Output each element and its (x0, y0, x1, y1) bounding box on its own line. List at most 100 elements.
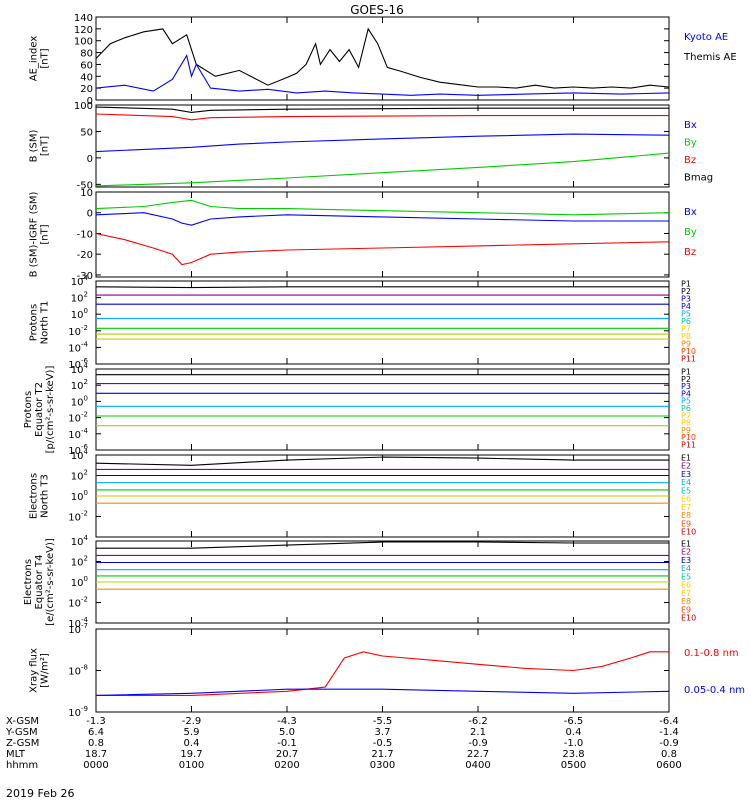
y-tick-label: 10-9 (68, 705, 88, 719)
legend-bz: Bz (684, 247, 696, 258)
panel-frame (95, 628, 670, 713)
y-axis-label: Protons (23, 391, 34, 428)
series-p1 (95, 286, 669, 289)
legend-p7: P7 (681, 411, 691, 420)
y-tick-exponent: 0 (84, 307, 88, 315)
series-0-05-0-4-nm (95, 688, 670, 696)
panel-frame (95, 368, 670, 451)
legend-p5: P5 (681, 397, 691, 406)
legend-p11: P11 (681, 355, 696, 364)
footer-value: 0600 (656, 760, 681, 771)
footer-value: -0.9 (468, 738, 488, 749)
legend-bmag: Bmag (684, 173, 713, 184)
y-axis-label: B (SM)-IGRF (SM) (29, 192, 40, 278)
y-tick-exponent: -4 (81, 340, 89, 348)
y-tick-exponent: 4 (84, 362, 89, 370)
footer-value: 0.4 (566, 727, 582, 738)
legend-p11: P11 (681, 441, 696, 450)
footer-value: 0500 (561, 760, 586, 771)
legend-p9: P9 (681, 340, 691, 349)
footer-value: -0.9 (659, 738, 679, 749)
y-tick-label: 10-2 (68, 596, 88, 610)
y-axis-label: North T3 (40, 474, 51, 518)
legend-themis-ae: Themis AE (683, 52, 737, 63)
y-tick-label: -50 (77, 180, 93, 191)
series-bx (95, 133, 670, 153)
legend-p5: P5 (681, 310, 691, 319)
footer-value: -5.5 (373, 716, 393, 727)
y-tick-label: 104 (71, 448, 89, 462)
y-tick-label: 102 (71, 469, 88, 483)
footer-value: -0.1 (277, 738, 297, 749)
y-tick-exponent: 2 (84, 291, 88, 299)
y-tick-label: -10 (77, 229, 93, 240)
y-tick-label: 40 (80, 72, 93, 83)
series-e1 (95, 456, 669, 466)
y-tick-label: 104 (71, 274, 89, 288)
footer-value: 3.7 (375, 727, 391, 738)
legend-e4: E4 (681, 478, 691, 487)
y-tick-label: 10-4 (68, 427, 88, 441)
y-axis-label: [nT] (40, 224, 51, 244)
footer-value: 19.7 (180, 749, 202, 760)
legend-e10: E10 (681, 528, 696, 537)
footer-value: 0200 (274, 760, 299, 771)
legend-p10: P10 (681, 433, 696, 442)
y-tick-label: -20 (77, 250, 93, 261)
y-axis-label: [nT] (40, 48, 51, 68)
footer-value: -1.4 (659, 727, 679, 738)
y-tick-label: 100 (71, 489, 88, 503)
panel-bsm: -50 0 50 100 B (SM) [nT] Bx By Bz Bmag (29, 101, 714, 191)
footer-value: 21.7 (371, 749, 393, 760)
y-tick-label: 100 (74, 37, 93, 48)
legend-p9: P9 (681, 426, 691, 435)
series-bx (95, 212, 669, 226)
legend-e1: E1 (681, 540, 691, 549)
footer-value: 6.4 (88, 727, 104, 738)
footer-value: -6.4 (659, 716, 679, 727)
chart-title: GOES-16 (350, 3, 404, 17)
footer-value: 0.4 (184, 738, 200, 749)
y-tick-label: 10 (80, 188, 93, 199)
legend-p6: P6 (681, 404, 691, 413)
legend-p2: P2 (681, 287, 691, 296)
legend-bx: Bx (684, 207, 697, 218)
legend-e6: E6 (681, 581, 691, 590)
footer-value: 0100 (179, 760, 204, 771)
y-tick-label: 20 (80, 84, 93, 95)
legend-p8: P8 (681, 419, 691, 428)
legend-p2: P2 (681, 375, 691, 384)
y-tick-label: 104 (71, 362, 89, 376)
footer-value: -2.9 (182, 716, 202, 727)
legend-p4: P4 (681, 302, 691, 311)
legend-bz: Bz (684, 155, 696, 166)
y-axis-label: Electrons (23, 559, 34, 605)
y-tick-exponent: -2 (81, 411, 88, 419)
footer-value: 0.8 (88, 738, 104, 749)
legend-e7: E7 (681, 589, 691, 598)
footer-row-label: hhmm (6, 760, 38, 771)
legend-e1: E1 (681, 454, 691, 463)
series-bmag (95, 106, 669, 113)
y-tick-exponent: 0 (84, 489, 88, 497)
y-axis-label: Equator T4 (34, 555, 45, 610)
footer-row-label: Z-GSM (6, 738, 39, 749)
y-tick-label: 100 (71, 575, 88, 589)
footer-table: X-GSM -1.3 -2.9 -4.3 -5.5 -6.2 -6.5 -6.4 Y-GSM 6.… (5, 716, 682, 771)
y-tick-exponent: 4 (84, 448, 89, 456)
y-tick-exponent: -2 (81, 510, 88, 518)
y-tick-label: 10-7 (68, 622, 88, 636)
legend-e8: E8 (681, 597, 691, 606)
y-tick-label: 102 (71, 555, 88, 569)
y-tick-exponent: -4 (81, 427, 89, 435)
y-tick-exponent: 2 (84, 555, 88, 563)
y-axis-label: Protons (29, 304, 40, 341)
footer-value: 5.9 (184, 727, 200, 738)
y-tick-label: 80 (80, 49, 93, 60)
legend-by: By (684, 138, 697, 149)
y-tick-label: 102 (71, 291, 88, 305)
y-tick-exponent: -8 (81, 664, 88, 672)
